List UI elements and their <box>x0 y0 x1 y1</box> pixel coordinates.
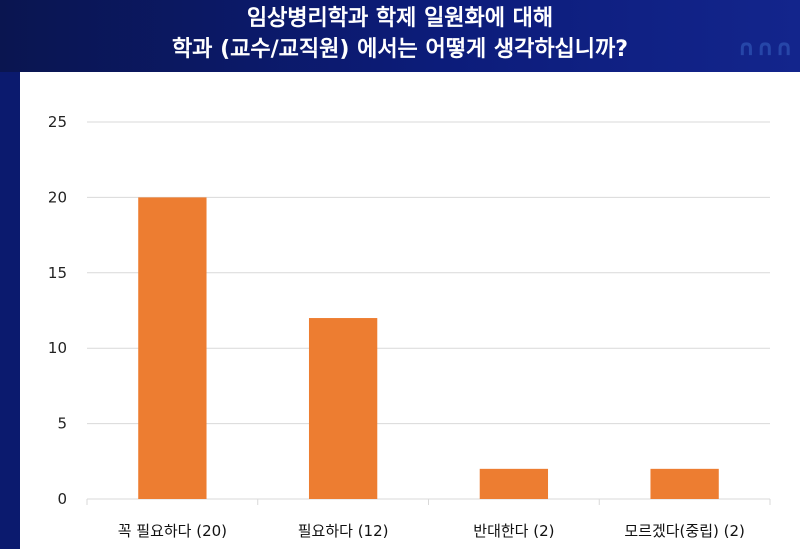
bar <box>479 468 549 499</box>
chart-title-line-1: 임상병리학과 학제 일원화에 대해 <box>246 6 554 31</box>
chart-title-line-2: 학과 (교수/교직원) 에서는 어떻게 생각하십니까? <box>171 37 629 62</box>
bar <box>138 197 207 499</box>
chart-panel: 0 5 10 15 20 25 꼭 필요하다 (20) 필요하다 (12) 반대한다 (2) 모르… <box>20 72 800 549</box>
bar <box>308 318 378 499</box>
y-tick-label: 25 <box>48 113 67 131</box>
x-category-label: 꼭 필요하다 (20) <box>118 522 227 540</box>
y-tick-label: 15 <box>48 264 67 282</box>
decorative-wave-graphic: ∩∩∩ <box>737 36 794 61</box>
x-category-label: 모르겠다(중립) (2) <box>624 522 745 540</box>
y-tick-label: 10 <box>48 339 67 357</box>
y-tick-label: 0 <box>57 490 67 508</box>
slide-header: 임상병리학과 학제 일원화에 대해 학과 (교수/교직원) 에서는 어떻게 생각… <box>0 0 800 72</box>
bar <box>650 468 719 499</box>
y-tick-label: 5 <box>57 415 67 433</box>
y-tick-label: 20 <box>48 188 67 206</box>
bar-chart: 0 5 10 15 20 25 꼭 필요하다 (20) 필요하다 (12) 반대한다 (2) 모르… <box>48 113 771 540</box>
x-category-label: 필요하다 (12) <box>298 522 389 540</box>
x-category-label: 반대한다 (2) <box>473 522 554 540</box>
